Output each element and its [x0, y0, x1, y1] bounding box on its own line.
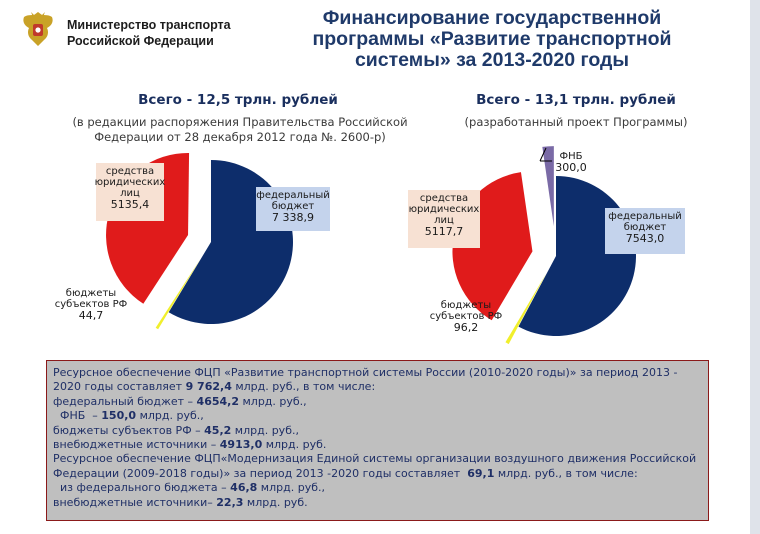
slice-value: 7 338,9 — [272, 211, 314, 224]
info-amount: 45,2 — [204, 423, 232, 437]
info-text: бюджеты субъектов РФ – — [53, 423, 205, 437]
info-text: млрд. руб., в том числе: — [231, 380, 376, 394]
leader-line — [539, 147, 547, 162]
title-line3: системы» за 2013-2020 годы — [354, 49, 630, 71]
label-background — [408, 190, 480, 248]
info-line: Ресурсное обеспечение ФЦП «Развитие тран… — [53, 366, 702, 380]
info-line: Ресурсное обеспечение ФЦП«Модернизация Е… — [53, 452, 702, 466]
slice-label-line: федеральный — [256, 190, 329, 201]
info-line: бюджеты субъектов РФ – 45,2 млрд. руб., — [53, 424, 702, 438]
info-text: млрд. руб., — [231, 423, 299, 437]
slice-label-line: бюджеты — [66, 288, 116, 299]
pie-chart-1: Всего - 12,5 трлн. рублей (в редакции ра… — [55, 92, 408, 330]
info-amount: 9 762,4 — [185, 380, 232, 394]
slice-label-line: средства — [106, 166, 154, 177]
info-amount: 22,3 — [216, 495, 244, 509]
label-background — [96, 163, 164, 221]
info-text: Федерации (2009-2018 годы)» за период 20… — [53, 466, 468, 480]
info-amount: 4654,2 — [196, 394, 239, 408]
ministry-name-line2: Российской Федерации — [67, 34, 214, 48]
slice-label-line: субъектов РФ — [430, 311, 503, 322]
info-text: внебюджетные источники– — [53, 495, 217, 509]
info-text: 2020 годы составляет — [53, 380, 186, 394]
slice-value: 96,2 — [454, 321, 479, 334]
pie-1-subtitle-line1: (в редакции распоряжения Правительства Р… — [72, 115, 407, 129]
slice-label-line: лиц — [434, 215, 454, 226]
coat-of-arms-icon — [23, 12, 53, 46]
title-line1: Финансирование государственной — [322, 7, 662, 29]
pie-chart-2: Всего - 13,1 трлн. рублей (разработанный… — [408, 92, 688, 345]
funding-info-box: Ресурсное обеспечение ФЦП «Развитие тран… — [46, 360, 709, 521]
label-background — [256, 187, 330, 231]
pie-charts: Всего - 12,5 трлн. рублей (в редакции ра… — [55, 92, 688, 345]
pie-1-slice-regions — [155, 258, 201, 330]
pie-2-slice-regions — [505, 273, 547, 345]
info-text: млрд. руб. — [243, 495, 308, 509]
slice-value: 5117,7 — [425, 225, 464, 238]
pie-2-total: Всего - 13,1 трлн. рублей — [476, 92, 676, 108]
info-text: Ресурсное обеспечение ФЦП «Развитие тран… — [53, 366, 678, 379]
pie-2-subtitle-line1: (разработанный проект Программы) — [465, 115, 688, 129]
info-text: млрд. руб. — [262, 438, 327, 452]
info-line: внебюджетные источники– 22,3 млрд. руб. — [53, 496, 702, 510]
slice-value: 44,7 — [79, 309, 104, 322]
slice-label-line: ФНБ — [560, 151, 583, 162]
slice-label-line: лиц — [120, 188, 140, 199]
info-text: млрд. руб., — [239, 394, 307, 408]
info-line: 2020 годы составляет 9 762,4 млрд. руб.,… — [53, 380, 702, 394]
info-text: млрд. руб., — [257, 481, 325, 495]
slice-label-line: федеральный — [608, 211, 681, 222]
info-text: из федерального бюджета – — [53, 481, 231, 495]
info-line: внебюджетные источники – 4913,0 млрд. ру… — [53, 438, 702, 452]
pie-2-slice-federal — [518, 176, 637, 336]
info-text: федеральный бюджет – — [53, 394, 197, 408]
pie-2-slice-fnb — [542, 146, 554, 227]
info-amount: 4913,0 — [219, 438, 263, 452]
info-line: ФНБ – 150,0 млрд. руб., — [53, 409, 702, 423]
info-line: федеральный бюджет – 4654,2 млрд. руб., — [53, 395, 702, 409]
info-text: млрд. руб., в том числе: — [494, 466, 638, 480]
slice-value: 7543,0 — [626, 232, 665, 245]
info-text: внебюджетные источники – — [53, 438, 220, 452]
page-title: Финансирование государственной программы… — [262, 8, 722, 71]
ministry-name-line1: Министерство транспорта — [67, 18, 231, 32]
info-amount: 46,8 — [230, 481, 258, 495]
info-amount: 150,0 — [101, 409, 137, 423]
slice-label-line: юридических — [409, 204, 480, 215]
slice-label-line: бюджеты — [441, 300, 491, 311]
right-edge-bar — [750, 0, 760, 534]
slice-value: 5135,4 — [111, 198, 150, 211]
info-amount: 69,1 — [467, 466, 495, 480]
slice-label-line: бюджет — [624, 222, 667, 233]
label-background — [605, 208, 685, 254]
slice-label-line: бюджет — [272, 201, 315, 212]
slice-label-line: юридических — [95, 177, 166, 188]
info-text: млрд. руб., — [136, 409, 204, 423]
funding-info-lines: Ресурсное обеспечение ФЦП «Развитие тран… — [53, 366, 702, 510]
info-line: Федерации (2009-2018 годы)» за период 20… — [53, 467, 702, 481]
info-text: Ресурсное обеспечение ФЦП«Модернизация Е… — [53, 452, 697, 466]
title-line2: программы «Развитие транспортной — [312, 28, 672, 50]
pie-1-total: Всего - 12,5 трлн. рублей — [138, 92, 338, 108]
pie-1-subtitle-line2: Федерации от 28 декабря 2012 года №. 260… — [94, 130, 386, 144]
slice-label-line: субъектов РФ — [55, 299, 128, 310]
slice-value: 300,0 — [555, 161, 587, 174]
info-line: из федерального бюджета – 46,8 млрд. руб… — [53, 481, 702, 495]
slice-label-line: средства — [420, 193, 468, 204]
info-text: ФНБ – — [53, 409, 102, 423]
